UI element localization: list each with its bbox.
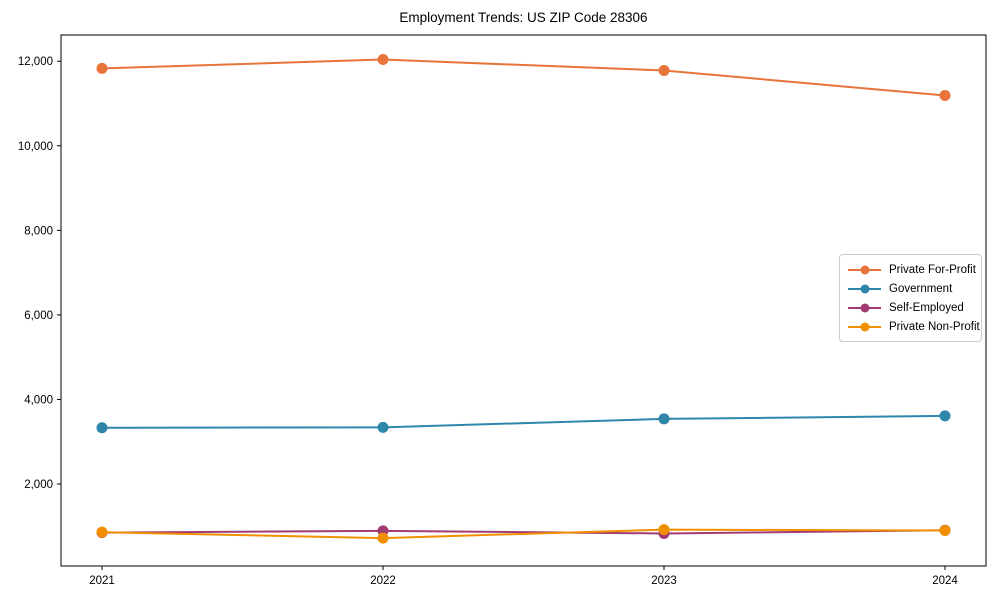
- data-point-government-2024: [939, 410, 951, 422]
- data-point-government-2023: [658, 413, 670, 425]
- data-point-private-for-profit-2024: [939, 89, 951, 101]
- series-line-self-employed: [101, 529, 946, 535]
- legend-line-sample-icon: [848, 303, 881, 312]
- legend-item-private-for-profit: Private For-Profit: [848, 260, 976, 279]
- legend-label-private-for-profit: Private For-Profit: [889, 263, 976, 276]
- y-axis-tick-label: 4,000: [24, 394, 53, 406]
- legend-line-sample-icon: [848, 284, 881, 293]
- legend-dot-icon: [860, 322, 869, 331]
- legend-item-government: Government: [848, 279, 973, 298]
- data-point-private-non-profit-2023: [658, 524, 670, 536]
- legend-dot-icon: [860, 265, 869, 274]
- plot-border: [60, 34, 987, 567]
- legend-dot-icon: [860, 284, 869, 293]
- data-point-government-2022: [377, 421, 389, 433]
- legend-item-self-employed: Self-Employed: [848, 298, 973, 317]
- x-axis-tick-label: 2021: [89, 575, 115, 587]
- x-axis-tick-label: 2022: [370, 575, 396, 587]
- data-point-private-for-profit-2021: [96, 62, 108, 74]
- y-axis-tick-label: 6,000: [24, 310, 53, 322]
- x-axis-tick-label: 2023: [651, 575, 677, 587]
- legend: Private For-Profit Government Self-Employe…: [839, 254, 982, 342]
- legend-line-sample-icon: [848, 322, 881, 331]
- data-point-private-non-profit-2022: [377, 532, 389, 544]
- legend-label-self-employed: Self-Employed: [889, 301, 964, 314]
- y-axis-tick-label: 8,000: [24, 225, 53, 237]
- data-point-private-non-profit-2021: [96, 526, 108, 538]
- chart-title: Employment Trends: US ZIP Code 28306: [399, 10, 648, 25]
- data-point-private-non-profit-2024: [939, 524, 951, 536]
- data-point-government-2021: [96, 422, 108, 434]
- legend-line-sample-icon: [848, 265, 881, 274]
- y-axis-tick-label: 12,000: [18, 56, 53, 68]
- data-point-private-for-profit-2023: [658, 65, 670, 77]
- series-line-government: [101, 414, 946, 429]
- data-point-private-for-profit-2022: [377, 54, 389, 66]
- legend-dot-icon: [860, 303, 869, 312]
- series-line-private-for-profit: [101, 58, 946, 97]
- legend-item-private-non-profit: Private Non-Profit: [848, 317, 980, 336]
- legend-label-government: Government: [889, 282, 953, 295]
- y-axis-tick-label: 2,000: [24, 479, 53, 491]
- x-axis-tick-label: 2024: [932, 575, 958, 587]
- legend-label-private-non-profit: Private Non-Profit: [889, 320, 980, 333]
- series-line-private-non-profit: [101, 528, 946, 540]
- y-axis-tick-label: 10,000: [18, 141, 53, 153]
